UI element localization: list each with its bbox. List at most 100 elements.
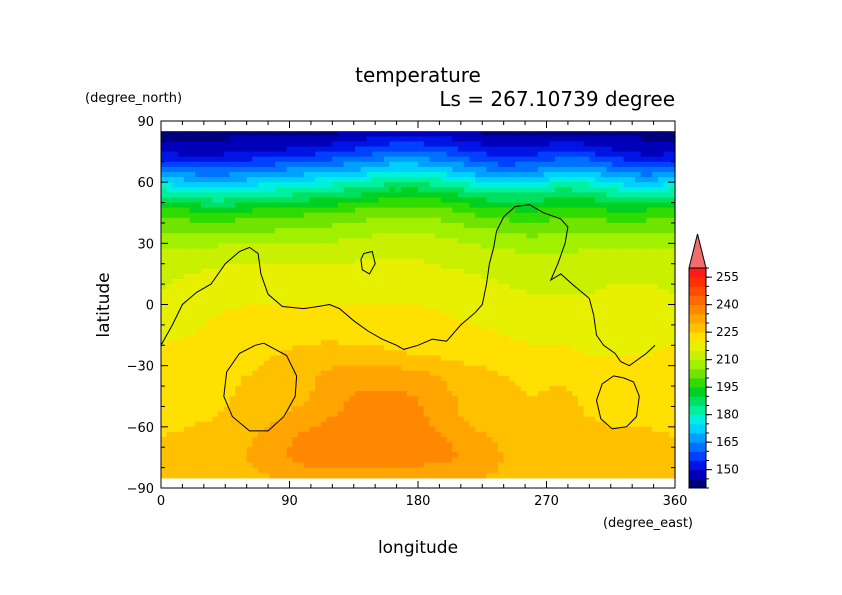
field-cell <box>178 268 185 275</box>
field-cell <box>349 177 356 183</box>
field-cell <box>360 212 368 219</box>
field-cell <box>269 401 276 408</box>
field-cell <box>440 268 448 275</box>
field-cell <box>252 319 259 326</box>
field-cell <box>555 222 562 229</box>
field-cell <box>572 279 579 285</box>
field-cell <box>429 243 436 250</box>
field-cell <box>218 375 225 382</box>
field-cell <box>372 375 379 382</box>
field-cell <box>292 233 299 239</box>
field-cell <box>229 146 236 153</box>
field-cell <box>520 319 528 326</box>
field-cell <box>349 324 356 331</box>
field-cell <box>195 187 202 193</box>
field-cell <box>423 340 431 346</box>
field-cell <box>320 299 328 306</box>
field-cell <box>486 268 493 275</box>
field-cell <box>543 192 550 199</box>
field-cell <box>486 141 493 148</box>
field-cell <box>360 192 368 199</box>
field-cell <box>566 228 573 234</box>
field-cell <box>240 233 248 239</box>
field-cell <box>178 146 185 153</box>
field-cell <box>543 335 550 341</box>
field-cell <box>583 177 590 183</box>
field-cell <box>520 273 528 280</box>
field-cell <box>269 273 276 280</box>
field-cell <box>617 299 625 306</box>
field-cell <box>252 243 259 250</box>
field-cell <box>446 340 453 346</box>
field-cell <box>172 329 179 336</box>
field-cell <box>360 370 368 377</box>
field-cell <box>166 345 174 351</box>
field-cell <box>526 370 533 377</box>
field-cell <box>263 268 271 275</box>
field-cell <box>400 166 408 173</box>
field-cell <box>372 177 379 183</box>
field-cell <box>657 243 665 250</box>
field-cell <box>497 243 505 250</box>
field-cell <box>206 360 213 367</box>
field-cell <box>161 166 168 173</box>
field-cell <box>475 345 482 351</box>
field-cell <box>200 156 208 163</box>
field-cell <box>560 360 568 367</box>
field-cell <box>418 207 425 214</box>
field-cell <box>503 131 510 137</box>
field-cell <box>497 156 505 163</box>
field-cell <box>549 406 556 413</box>
field-cell <box>263 273 271 280</box>
field-cell <box>572 228 579 234</box>
field-cell <box>183 279 191 285</box>
field-cell <box>503 279 510 285</box>
field-cell <box>503 136 510 142</box>
field-cell <box>600 340 608 346</box>
field-cell <box>286 345 293 351</box>
field-cell <box>400 345 408 351</box>
field-cell <box>617 258 625 265</box>
field-cell <box>652 222 659 229</box>
field-cell <box>406 136 413 142</box>
field-cell <box>532 391 539 397</box>
field-cell <box>418 355 425 362</box>
field-cell <box>189 411 196 418</box>
field-cell <box>206 375 213 382</box>
field-cell <box>520 391 528 397</box>
field-cell <box>555 355 562 362</box>
field-cell <box>195 197 202 204</box>
field-cell <box>280 177 288 183</box>
field-cell <box>406 151 413 158</box>
field-cell <box>298 166 305 173</box>
field-cell <box>555 401 562 408</box>
field-cell <box>309 380 316 387</box>
field-cell <box>537 151 545 158</box>
field-cell <box>652 350 659 357</box>
field-cell <box>509 360 516 367</box>
field-cell <box>589 222 596 229</box>
field-cell <box>298 197 305 204</box>
field-cell <box>240 319 248 326</box>
field-cell <box>172 304 179 311</box>
field-cell <box>669 136 676 142</box>
field-cell <box>600 345 608 351</box>
field-cell <box>246 136 253 142</box>
field-cell <box>560 177 568 183</box>
field-cell <box>475 294 482 301</box>
field-cell <box>526 171 533 178</box>
field-cell <box>595 289 602 295</box>
field-cell <box>360 365 368 372</box>
field-cell <box>446 406 453 413</box>
field-cell <box>663 335 670 341</box>
field-cell <box>555 136 562 142</box>
field-cell <box>612 304 619 311</box>
field-cell <box>657 151 665 158</box>
field-cell <box>252 401 259 408</box>
field-cell <box>240 309 248 316</box>
field-cell <box>600 222 608 229</box>
field-cell <box>378 304 385 311</box>
field-cell <box>617 146 625 153</box>
field-cell <box>378 391 385 397</box>
field-cell <box>423 370 431 377</box>
